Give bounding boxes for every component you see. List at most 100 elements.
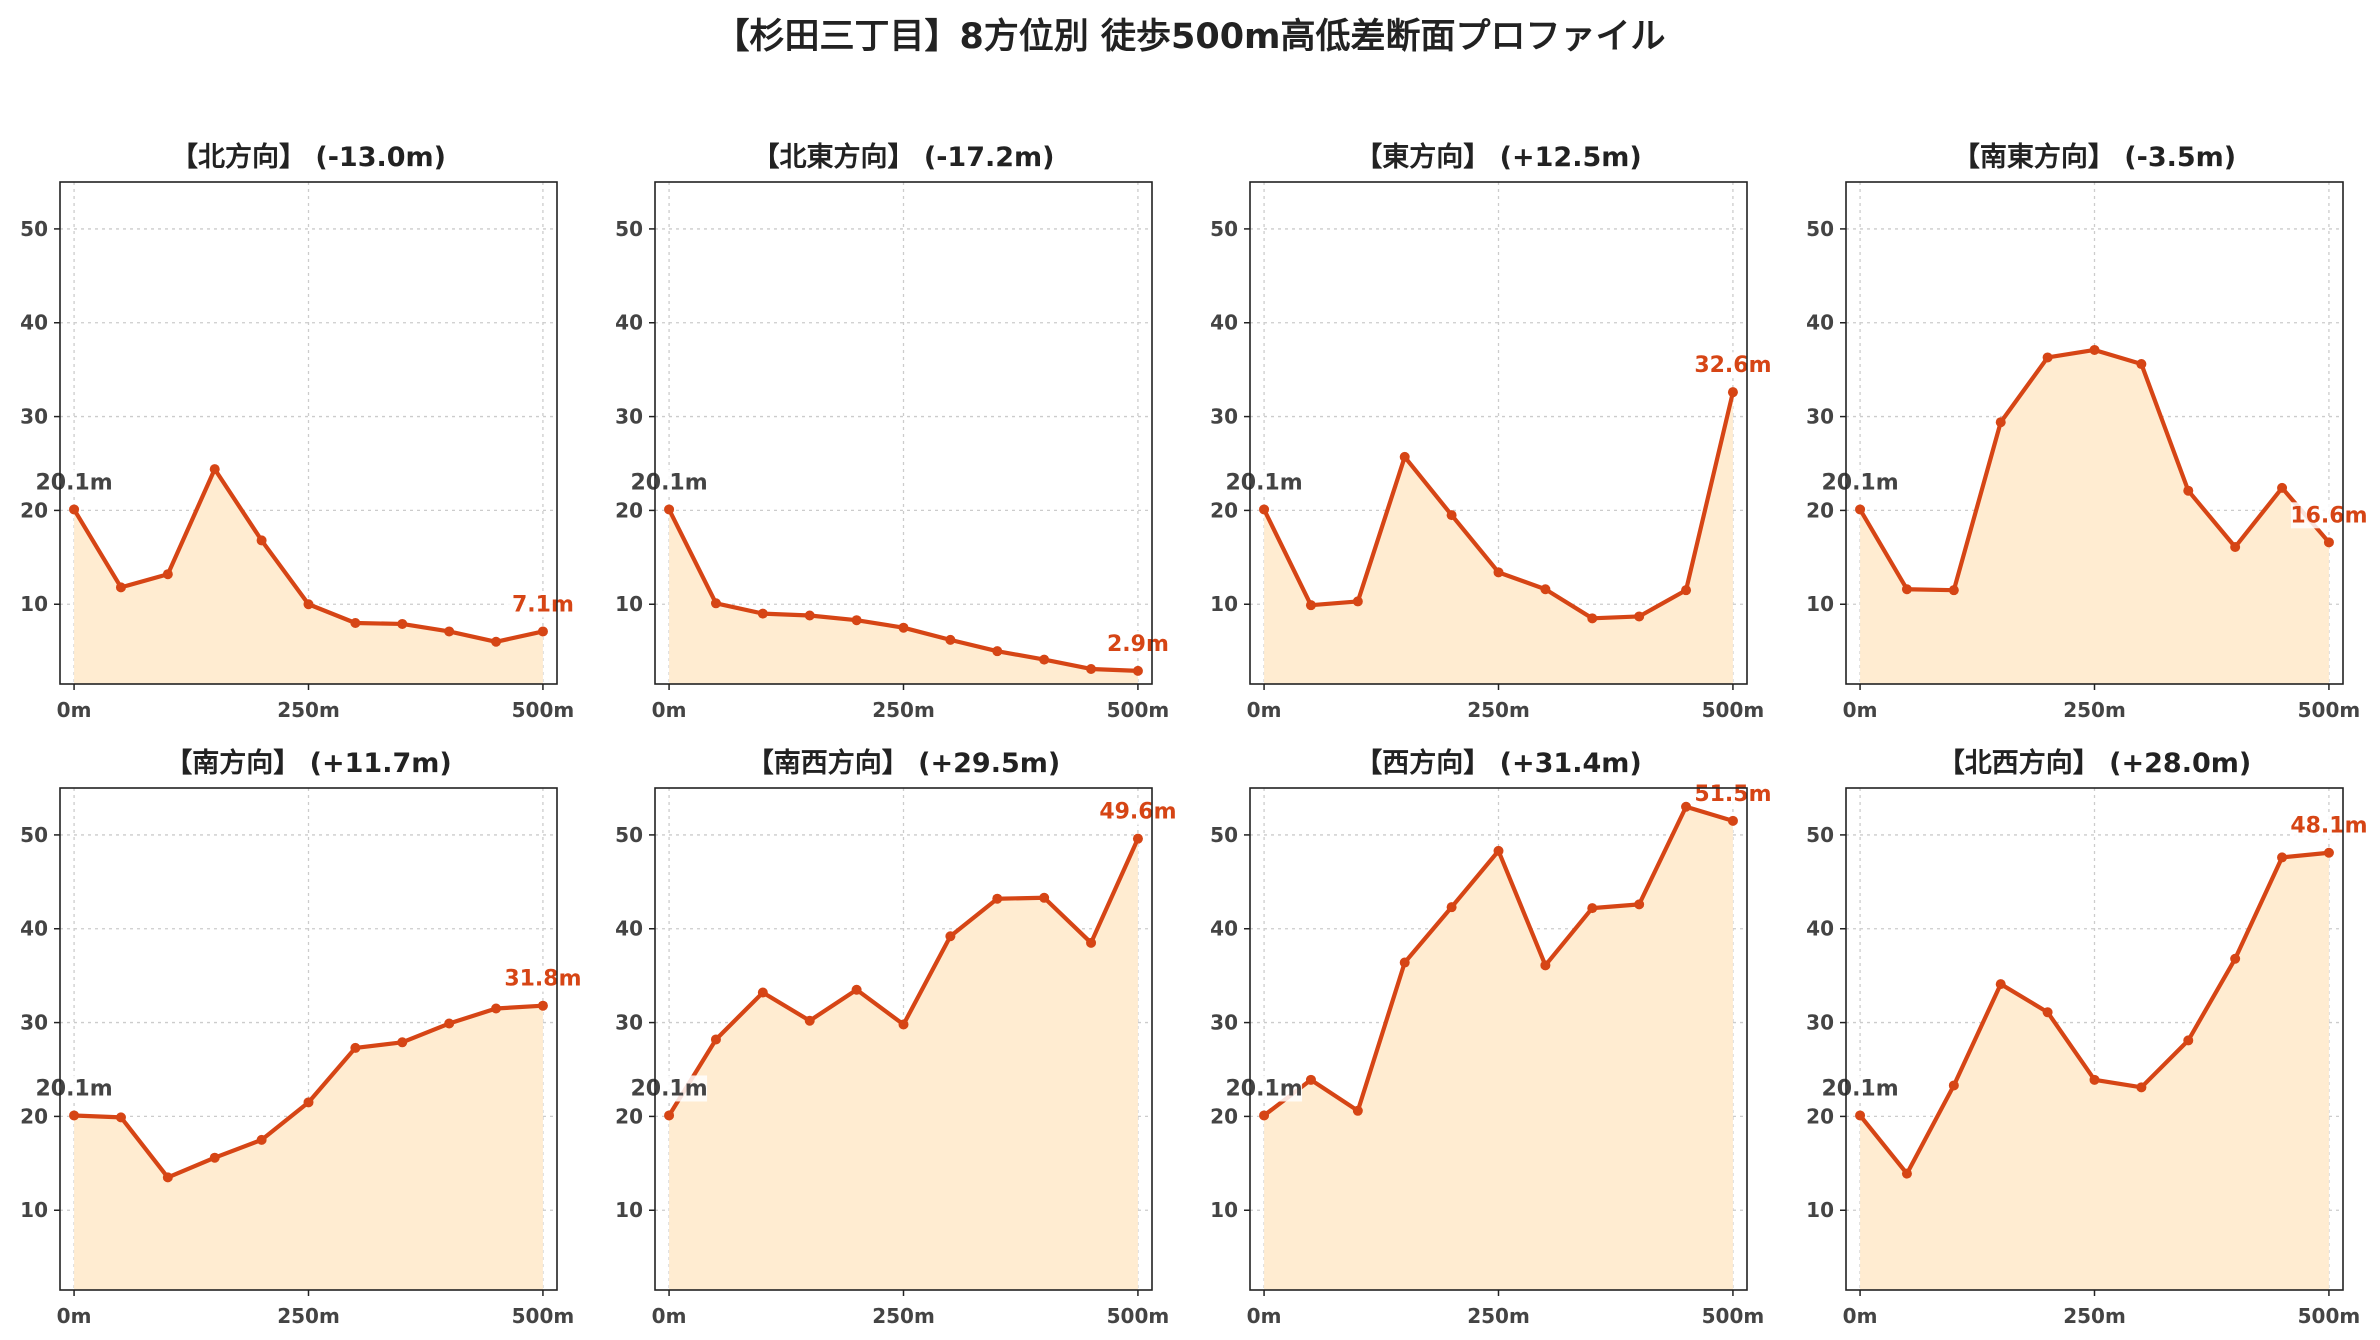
data-point [2323, 847, 2334, 858]
elevation-area [1860, 349, 2329, 684]
data-point [397, 618, 408, 629]
x-tick-label: 250m [277, 698, 340, 722]
data-point [1039, 654, 1050, 665]
x-tick-label: 250m [2063, 1304, 2126, 1328]
data-point [1132, 665, 1143, 676]
data-point [397, 1037, 408, 1048]
data-point [664, 504, 675, 515]
elevation-area [74, 1005, 543, 1290]
y-tick-label: 20 [20, 1104, 48, 1128]
data-point [2136, 359, 2147, 370]
end-label-bg [504, 965, 581, 992]
data-point [303, 1097, 314, 1108]
end-label-bg [1694, 352, 1771, 379]
x-tick-label: 250m [872, 1304, 935, 1328]
data-point [2277, 482, 2288, 493]
y-tick-label: 10 [1210, 1198, 1238, 1222]
data-point [945, 634, 956, 645]
data-point [1634, 611, 1645, 622]
end-label: 48.1m [2290, 814, 2367, 839]
data-point [1305, 600, 1316, 611]
y-tick-label: 20 [615, 498, 643, 522]
panel-title: 【北西方向】 (+28.0m) [1938, 747, 2251, 779]
start-label: 20.1m [35, 1076, 112, 1101]
elevation-area [1264, 806, 1733, 1290]
y-tick-label: 30 [20, 1011, 48, 1035]
data-point [1086, 937, 1097, 948]
x-tick-label: 250m [1467, 698, 1530, 722]
end-label-bg [1099, 630, 1176, 657]
panel-title: 【南西方向】 (+29.5m) [747, 747, 1060, 779]
data-point [209, 464, 220, 475]
y-tick-label: 50 [20, 823, 48, 847]
start-label-bg [1822, 1075, 1899, 1102]
data-point [1352, 1105, 1363, 1116]
start-label: 20.1m [1821, 470, 1898, 495]
start-label-bg [36, 469, 113, 496]
y-tick-label: 50 [615, 217, 643, 241]
end-label-bg [2290, 812, 2367, 839]
panel-title: 【東方向】 (+12.5m) [1355, 141, 1641, 173]
x-tick-label: 250m [1467, 1304, 1530, 1328]
data-point [491, 1003, 502, 1014]
x-tick-label: 0m [652, 698, 687, 722]
x-tick-label: 250m [277, 1304, 340, 1328]
data-point [2230, 542, 2241, 553]
y-tick-label: 50 [1806, 823, 1834, 847]
data-point [1259, 504, 1270, 515]
start-label: 20.1m [1225, 470, 1302, 495]
data-point [1305, 1074, 1316, 1085]
start-label-bg [36, 1075, 113, 1102]
data-point [1540, 960, 1551, 971]
x-tick-label: 0m [1843, 698, 1878, 722]
start-label-bg [1226, 1075, 1303, 1102]
data-point [898, 1019, 909, 1030]
data-point [992, 893, 1003, 904]
data-point [1681, 585, 1692, 596]
data-point [804, 610, 815, 621]
data-point [1540, 584, 1551, 595]
y-tick-label: 40 [615, 311, 643, 335]
data-point [1039, 892, 1050, 903]
end-label-bg [2290, 502, 2367, 529]
data-point [1352, 596, 1363, 607]
end-label-bg [1694, 780, 1771, 807]
y-tick-label: 40 [20, 311, 48, 335]
y-tick-label: 20 [20, 498, 48, 522]
y-tick-label: 50 [1210, 823, 1238, 847]
end-label: 16.6m [2290, 503, 2367, 528]
data-point [1446, 902, 1457, 913]
data-point [664, 1110, 675, 1121]
start-label-bg [1822, 469, 1899, 496]
start-label-bg [1226, 469, 1303, 496]
data-point [1681, 801, 1692, 812]
x-tick-label: 0m [1247, 698, 1282, 722]
data-point [303, 599, 314, 610]
y-tick-label: 10 [1210, 592, 1238, 616]
x-tick-label: 0m [57, 1304, 92, 1328]
data-point [350, 1042, 361, 1053]
plot-frame [654, 787, 1153, 1291]
elevation-area [669, 509, 1138, 684]
data-point [945, 931, 956, 942]
data-point [804, 1015, 815, 1026]
start-label-bg [631, 469, 708, 496]
data-point [1587, 613, 1598, 624]
plot-frame [59, 181, 558, 685]
data-point [162, 569, 173, 580]
y-tick-label: 20 [1806, 498, 1834, 522]
start-label: 20.1m [1821, 1076, 1898, 1101]
data-point [851, 615, 862, 626]
panel-title: 【南東方向】 (-3.5m) [1953, 141, 2236, 173]
y-tick-label: 50 [20, 217, 48, 241]
data-point [1399, 451, 1410, 462]
plot-frame [1845, 787, 2344, 1291]
x-tick-label: 250m [2063, 698, 2126, 722]
data-point [1259, 1110, 1270, 1121]
data-point [256, 1134, 267, 1145]
